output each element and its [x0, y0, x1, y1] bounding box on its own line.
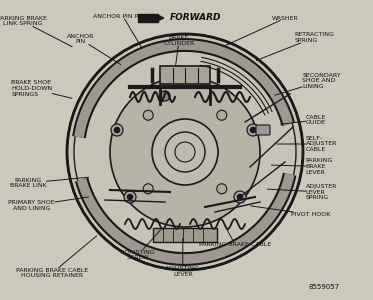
Text: PRIMARY SHOE
AND LINING: PRIMARY SHOE AND LINING — [9, 197, 89, 211]
Circle shape — [124, 191, 136, 203]
Circle shape — [217, 184, 227, 194]
Text: BRAKE SHOE
HOLD-DOWN
SPRINGS: BRAKE SHOE HOLD-DOWN SPRINGS — [11, 80, 72, 98]
Text: CABLE
GUIDE: CABLE GUIDE — [280, 115, 326, 125]
Text: PARKING BRAKE
LINK SPRING: PARKING BRAKE LINK SPRING — [0, 16, 72, 47]
Bar — [160, 66, 210, 84]
FancyBboxPatch shape — [256, 125, 270, 135]
Text: PARKING
BRAKE
LEVER: PARKING BRAKE LEVER — [271, 158, 333, 175]
Text: SELF-
ADJUSTER
CABLE: SELF- ADJUSTER CABLE — [277, 136, 337, 152]
Text: ANCHOR PIN PLATE: ANCHOR PIN PLATE — [93, 14, 153, 49]
Circle shape — [111, 124, 123, 136]
Circle shape — [110, 77, 260, 227]
Text: PARKING BRAKE CABLE: PARKING BRAKE CABLE — [199, 226, 271, 247]
Circle shape — [160, 91, 170, 101]
Text: SECONDARY
SHOE AND
LINING: SECONDARY SHOE AND LINING — [275, 73, 341, 95]
Text: RETRACTING
SPRING: RETRACTING SPRING — [256, 32, 335, 61]
Circle shape — [143, 184, 153, 194]
Text: PIVOT HOOK: PIVOT HOOK — [251, 206, 330, 217]
Circle shape — [67, 34, 303, 270]
Circle shape — [152, 119, 218, 185]
Bar — [153, 228, 217, 242]
Circle shape — [114, 127, 120, 133]
Text: PARKING
BRAKE LINK: PARKING BRAKE LINK — [10, 177, 89, 188]
Text: PARKING BRAKE CABLE
HOUSING RETAINER: PARKING BRAKE CABLE HOUSING RETAINER — [16, 236, 97, 278]
Circle shape — [127, 194, 133, 200]
Text: BRAKE
CYLINDER: BRAKE CYLINDER — [163, 35, 195, 65]
Text: FORWARD: FORWARD — [170, 14, 222, 22]
Circle shape — [247, 124, 259, 136]
Text: ANCHOR
PIN: ANCHOR PIN — [66, 34, 121, 64]
Text: ADJUSTING
LEVER: ADJUSTING LEVER — [165, 238, 200, 277]
Circle shape — [217, 110, 227, 120]
Text: WASHER: WASHER — [223, 16, 299, 47]
Circle shape — [143, 110, 153, 120]
Text: ADJUSTING
SCREW: ADJUSTING SCREW — [120, 230, 160, 260]
Circle shape — [250, 127, 256, 133]
Text: 8559057: 8559057 — [309, 284, 340, 290]
Circle shape — [234, 191, 246, 203]
Circle shape — [237, 194, 243, 200]
Text: ADJUSTER
LEVER
SPRING: ADJUSTER LEVER SPRING — [267, 184, 337, 200]
